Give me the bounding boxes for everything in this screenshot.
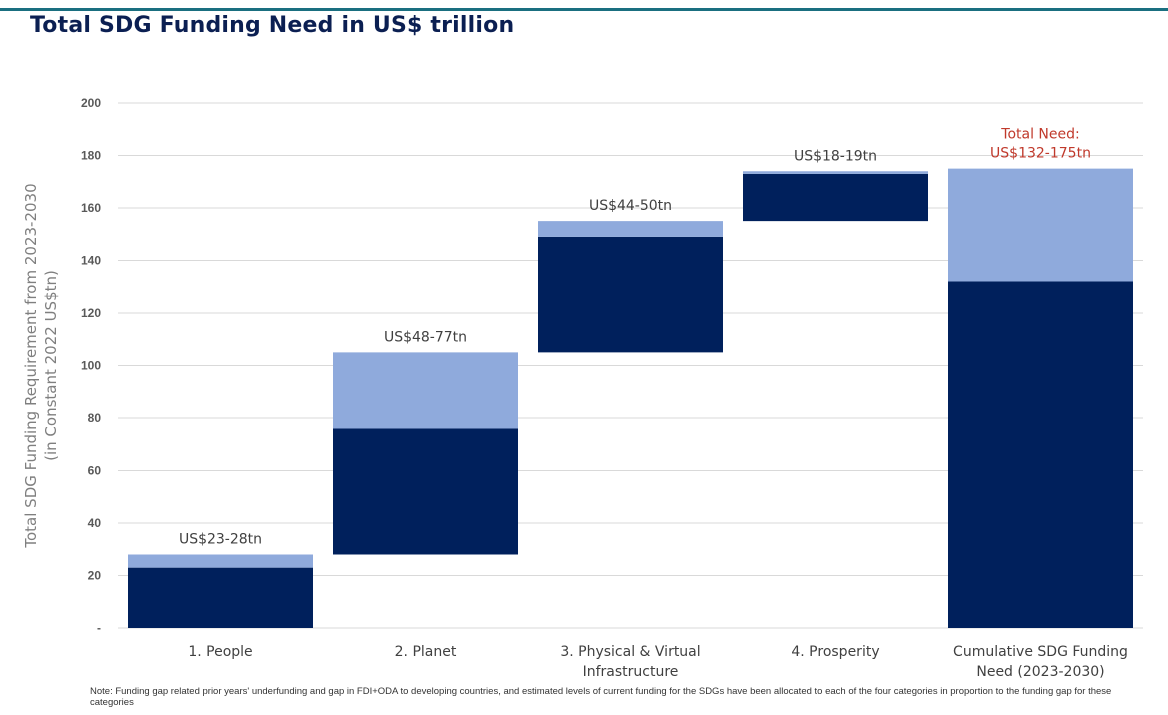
y-tick-label: 120 (81, 306, 101, 320)
y-tick-label: 80 (88, 411, 102, 425)
y-tick-label: 140 (81, 254, 101, 268)
bar-segment-low (743, 173, 928, 222)
y-tick-label: 60 (88, 464, 102, 478)
chart-title: Total SDG Funding Need in US$ trillion (30, 13, 515, 38)
bar-segment-low (948, 281, 1133, 628)
x-category-label: Infrastructure (583, 664, 679, 680)
x-category-label: 3. Physical & Virtual (560, 644, 700, 660)
bar-segment-gap (128, 554, 313, 568)
bar-value-label: US$18-19tn (794, 148, 877, 164)
x-category-label: Cumulative SDG Funding (953, 644, 1128, 660)
bar-value-label: US$44-50tn (589, 198, 672, 214)
y-tick-label: 180 (81, 149, 101, 163)
y-tick-label: - (97, 621, 101, 635)
bar-segment-low (538, 236, 723, 353)
bar-segment-low (333, 428, 518, 555)
y-tick-label: 20 (88, 569, 102, 583)
y-tick-label: 100 (81, 359, 101, 373)
y-tick-label: 40 (88, 516, 102, 530)
x-category-label: 1. People (188, 644, 252, 660)
footnote: Note: Funding gap related prior years' u… (90, 686, 1112, 708)
x-category-label: 4. Prosperity (791, 644, 879, 660)
bar-segment-gap (333, 352, 518, 429)
y-tick-label: 160 (81, 201, 101, 215)
y-axis-label-line: Total SDG Funding Requirement from 2023-… (22, 183, 40, 548)
y-tick-label: 200 (81, 96, 101, 110)
bar-segment-gap (948, 168, 1133, 282)
bar-value-label: Total Need: (1000, 127, 1079, 143)
bar-segment-low (128, 567, 313, 628)
top-rule (0, 8, 1168, 11)
bar-value-label: US$132-175tn (990, 146, 1091, 162)
y-axis-label-line: (in Constant 2022 US$tn) (42, 270, 60, 461)
x-category-label: 2. Planet (395, 644, 457, 660)
bar-segment-gap (538, 221, 723, 237)
bar-value-label: US$48-77tn (384, 329, 467, 345)
bar-segment-gap (743, 171, 928, 174)
x-category-label: Need (2023-2030) (976, 664, 1104, 680)
y-axis-label: Total SDG Funding Requirement from 2023-… (22, 183, 60, 548)
bar-value-label: US$23-28tn (179, 532, 262, 548)
